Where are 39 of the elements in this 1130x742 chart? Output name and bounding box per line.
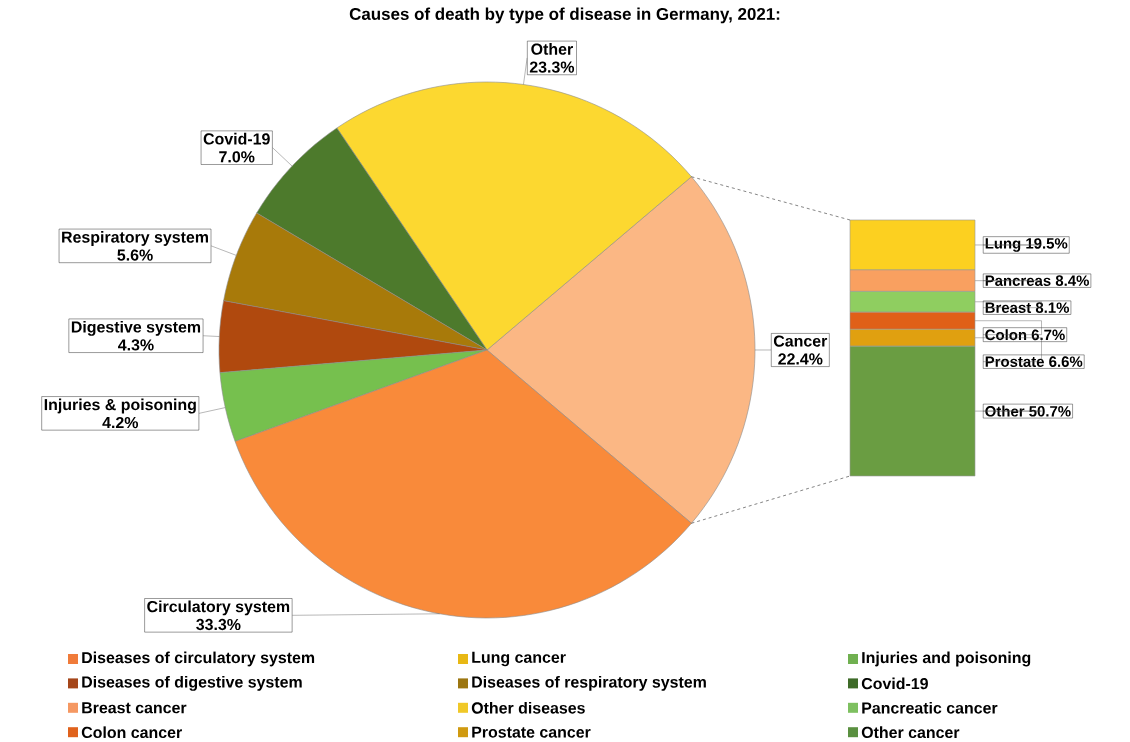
data-label: 5.6%: [117, 249, 153, 261]
category-label: Other cancer: [861, 726, 960, 739]
category-label: Colon cancer: [81, 726, 182, 739]
data-label: 8.1%: [1035, 302, 1070, 313]
category-label: Diseases of digestive system: [82, 675, 302, 691]
data-label: 4.2%: [102, 416, 139, 429]
data-label: 6.6%: [1049, 356, 1083, 367]
slice-label: Covid-19: [203, 132, 270, 145]
data-label: 19.5%: [1026, 238, 1068, 249]
series-label: Colon: [985, 329, 1027, 341]
category-label: Injuries and poisoning: [862, 651, 1031, 667]
data-label: 33.3%: [196, 618, 241, 631]
category-label: Lung cancer: [472, 651, 566, 667]
slice-label: Digestive system: [71, 320, 201, 336]
slice-label: Cancer: [773, 335, 828, 347]
data-label: 4.3%: [118, 339, 154, 351]
data-label: 7.0%: [219, 151, 255, 163]
category-label: Other diseases: [471, 701, 585, 714]
slice-label: Other: [531, 43, 573, 55]
series-label: Breast: [985, 302, 1032, 313]
slice-label: Circulatory system: [147, 600, 290, 616]
series-label: Prostate: [985, 356, 1044, 367]
category-label: Diseases of respiratory system: [472, 675, 706, 691]
data-label: 22.4%: [778, 353, 823, 365]
slice-label: Respiratory system: [62, 231, 208, 246]
data-label: 23.3%: [529, 61, 575, 73]
category-label: Prostate cancer: [472, 726, 591, 738]
category-label: Pancreatic cancer: [862, 701, 998, 714]
series-label: Lung: [985, 238, 1021, 252]
series-label: Other: [985, 405, 1025, 417]
category-label: Covid-19: [861, 677, 928, 690]
data-label: 6.7%: [1031, 329, 1065, 341]
category-label: Diseases of circulatory system: [82, 651, 315, 667]
series-label: Pancreas: [985, 275, 1051, 286]
slice-label: Injuries & poisoning: [44, 398, 196, 414]
data-label: 8.4%: [1055, 275, 1089, 286]
chart-title: Causes of death by type of disease in Germany, 2021:: [349, 7, 780, 24]
data-label: 50.7%: [1029, 406, 1071, 417]
category-label: Breast cancer: [82, 702, 187, 714]
